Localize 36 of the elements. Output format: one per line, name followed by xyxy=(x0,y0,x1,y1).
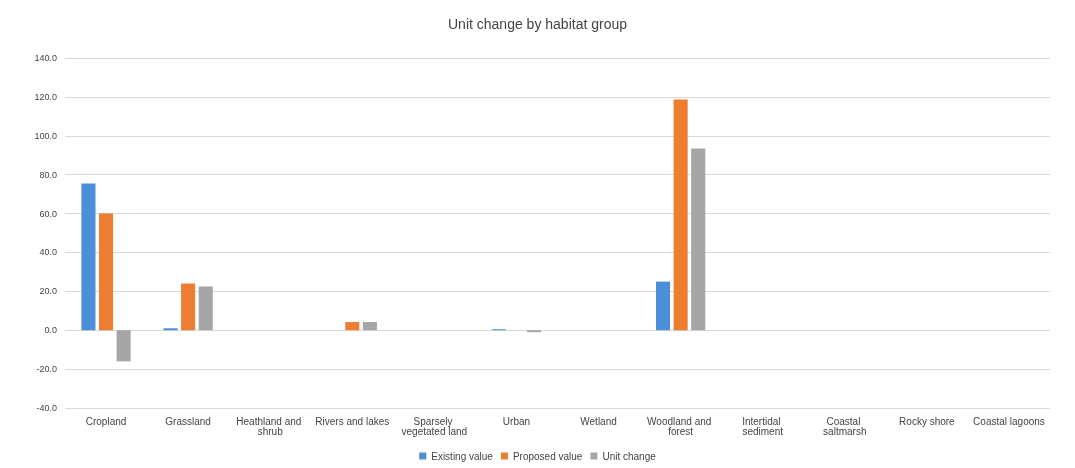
bar xyxy=(198,286,213,331)
x-tick-label: Intertidal sediment xyxy=(742,415,784,437)
y-tick-label: -20.0 xyxy=(36,364,57,375)
x-tick-label: Heathland and shrub xyxy=(236,415,305,437)
x-tick-label: Urban xyxy=(502,415,531,427)
bar xyxy=(181,283,196,331)
y-tick-label: 40.0 xyxy=(39,247,57,258)
bar xyxy=(99,213,114,331)
bar xyxy=(362,322,377,331)
y-tick-label: 60.0 xyxy=(39,208,57,219)
legend-label: Proposed value xyxy=(512,450,583,462)
bar xyxy=(81,183,96,331)
x-tick-label: Cropland xyxy=(85,415,127,427)
bar xyxy=(345,322,360,331)
y-tick-label: 140.0 xyxy=(34,53,57,63)
y-tick-label: 20.0 xyxy=(39,286,57,297)
x-tick-label: Coastal saltmarsh xyxy=(823,415,867,437)
bar xyxy=(656,281,671,331)
y-tick-label: 80.0 xyxy=(39,169,57,180)
y-tick-label: 0.0 xyxy=(44,325,57,336)
x-tick-label: Woodland and forest xyxy=(647,415,715,437)
bar xyxy=(116,330,131,362)
chart-title: Unit change by habitat group xyxy=(447,16,628,32)
y-tick-label: -40.0 xyxy=(36,403,57,413)
bar xyxy=(673,99,688,331)
legend-label: Existing value xyxy=(431,450,494,462)
y-tick-label: 120.0 xyxy=(34,91,57,102)
x-tick-label: Grassland xyxy=(165,415,211,427)
legend-label: Unit change xyxy=(602,450,657,462)
x-tick-label: Rocky shore xyxy=(899,415,956,427)
x-tick-label: Wetland xyxy=(580,415,617,427)
x-tick-label: Coastal lagoons xyxy=(973,415,1045,427)
x-tick-label: Sparsely vegetated land xyxy=(401,415,468,437)
x-tick-label: Rivers and lakes xyxy=(315,415,390,427)
bar xyxy=(691,148,706,331)
y-tick-label: 100.0 xyxy=(34,130,57,141)
